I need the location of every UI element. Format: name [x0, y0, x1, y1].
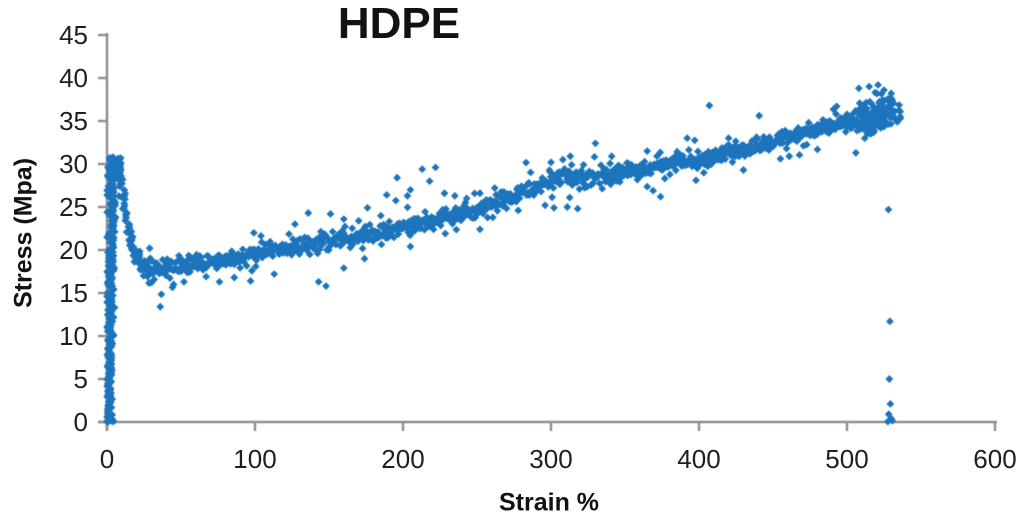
y-tick-label: 5 — [73, 364, 88, 394]
x-tick-label: 100 — [233, 444, 277, 474]
y-tick-label: 30 — [59, 149, 88, 179]
y-tick-label: 0 — [73, 407, 88, 437]
y-tick-label: 40 — [59, 63, 88, 93]
y-tick-label: 35 — [59, 106, 88, 136]
y-tick-label: 45 — [59, 20, 88, 50]
x-tick-label: 400 — [677, 444, 721, 474]
x-tick-label: 300 — [529, 444, 573, 474]
y-tick-label: 10 — [59, 321, 88, 351]
x-tick-label: 200 — [381, 444, 425, 474]
y-tick-label: 25 — [59, 192, 88, 222]
x-tick-label: 0 — [99, 444, 115, 474]
x-tick-label: 600 — [973, 444, 1017, 474]
y-tick-label: 20 — [59, 235, 88, 265]
chart-title: HDPE — [337, 0, 461, 48]
x-axis-title: Strain % — [498, 488, 600, 517]
y-tick-label: 15 — [59, 278, 88, 308]
x-tick-label: 500 — [825, 444, 869, 474]
